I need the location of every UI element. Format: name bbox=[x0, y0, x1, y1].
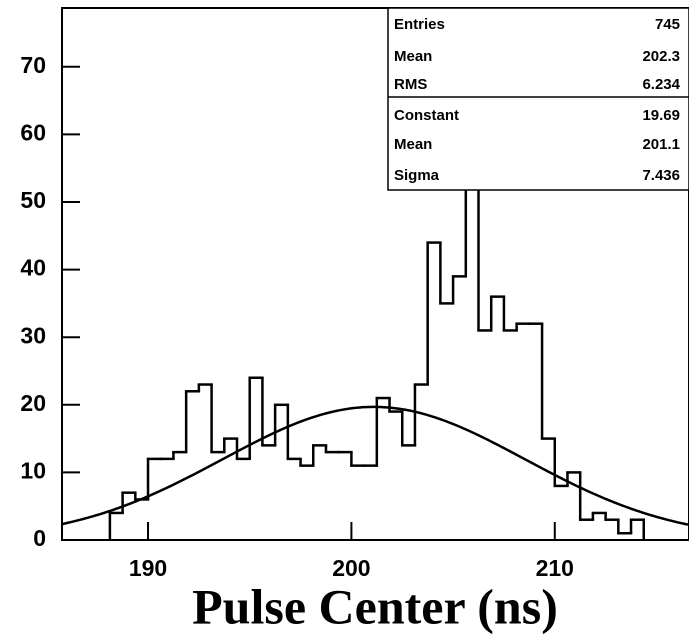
x-tick-label: 200 bbox=[332, 555, 370, 581]
stats-value: 6.234 bbox=[642, 76, 680, 93]
y-tick-label: 40 bbox=[20, 255, 46, 281]
x-tick-label: 190 bbox=[129, 555, 167, 581]
stats-label: Constant bbox=[394, 107, 459, 124]
x-tick-label: 210 bbox=[536, 555, 574, 581]
frame bbox=[61, 7, 689, 541]
stats-value: 7.436 bbox=[642, 167, 680, 184]
y-tick-label: 20 bbox=[20, 390, 46, 416]
stats-label: Sigma bbox=[394, 167, 440, 184]
stats-label: Entries bbox=[394, 16, 445, 33]
fit-curve bbox=[62, 405, 689, 526]
x-axis-title: Pulse Center (ns) bbox=[192, 578, 558, 634]
stats-value: 201.1 bbox=[642, 136, 680, 153]
y-tick-label: 10 bbox=[20, 457, 46, 483]
stats-value: 19.69 bbox=[642, 107, 680, 124]
stats-value: 745 bbox=[655, 16, 680, 33]
y-tick-label: 50 bbox=[20, 187, 46, 213]
stats-box bbox=[387, 7, 689, 191]
stats-label: Mean bbox=[394, 136, 432, 153]
stats-label: Mean bbox=[394, 48, 432, 65]
y-tick-label: 0 bbox=[33, 525, 46, 551]
plot-area bbox=[62, 139, 689, 540]
stats-label: RMS bbox=[394, 76, 427, 93]
stats-value: 202.3 bbox=[642, 48, 680, 65]
y-tick-label: 60 bbox=[20, 119, 46, 145]
y-tick-label: 30 bbox=[20, 322, 46, 348]
y-tick-label: 70 bbox=[20, 52, 46, 78]
